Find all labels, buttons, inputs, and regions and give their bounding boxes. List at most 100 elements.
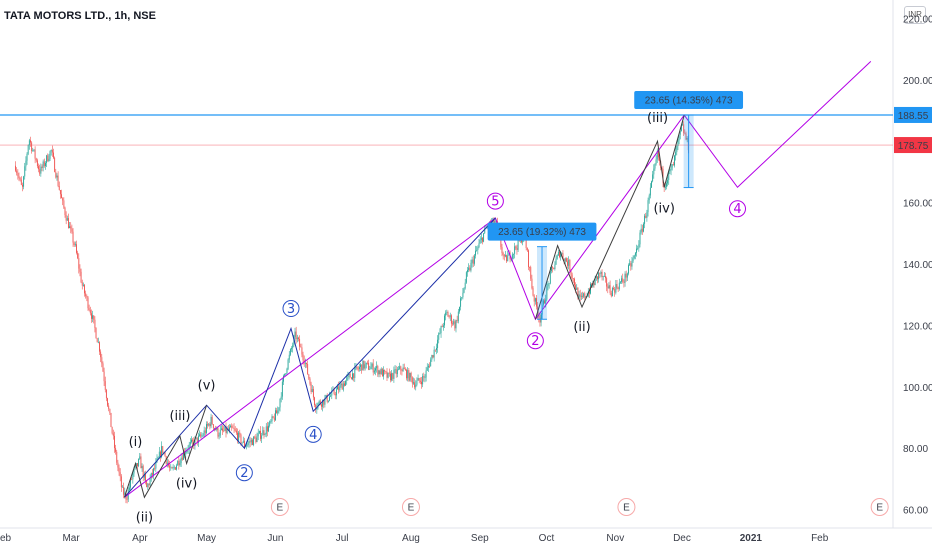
candle-body [295, 331, 297, 340]
candle-body [86, 296, 88, 298]
candle-body [337, 386, 338, 390]
y-tick-label: 200.00 [903, 76, 932, 87]
wave-line-minor-2[interactable] [534, 114, 685, 320]
wave-line-intermediate[interactable] [124, 217, 496, 498]
candle-body [162, 446, 164, 453]
candle-body [308, 374, 310, 379]
candle-body [456, 320, 458, 322]
candle-body [396, 369, 398, 375]
candle-body [645, 215, 647, 218]
candle-body [675, 152, 677, 156]
wave-line-minor-1[interactable] [123, 405, 208, 499]
candle-body [269, 421, 271, 426]
candle-body [185, 451, 187, 455]
candle-body [511, 254, 513, 259]
wave-label: (iii) [647, 111, 668, 126]
candle-body [77, 252, 79, 259]
candle-body [575, 285, 577, 290]
candle-body [180, 457, 182, 464]
candle-body [686, 137, 688, 140]
candle-body [130, 479, 131, 488]
candle-body [145, 474, 146, 481]
y-tick-label: 100.00 [903, 383, 932, 394]
x-tick-label: Nov [606, 533, 624, 544]
candle-body [412, 382, 414, 384]
candle-body [112, 433, 114, 436]
candle-body [567, 261, 568, 266]
candle-body [140, 456, 142, 469]
candle-body [407, 370, 409, 379]
wave-label: (iv) [653, 202, 674, 217]
candle-body [640, 228, 642, 233]
candle-body [417, 378, 419, 381]
candle-body [481, 237, 483, 242]
candle-body [105, 389, 107, 399]
candle-body [365, 362, 367, 365]
candle-body [529, 267, 531, 268]
candle-body [284, 373, 286, 376]
candle-body [363, 360, 365, 369]
wave-line-primary[interactable] [124, 61, 872, 498]
candle-body [309, 378, 311, 384]
candle-body [94, 319, 96, 328]
candle-body [607, 286, 609, 289]
candle-body [616, 284, 618, 288]
candle-body [602, 276, 604, 278]
candle-body [434, 349, 436, 351]
candle-body [262, 430, 264, 436]
price-line-badge [894, 106, 932, 123]
candle-body [603, 276, 605, 277]
candle-body [668, 171, 670, 180]
candle-body [388, 372, 390, 374]
candle-body [553, 267, 555, 270]
earnings-event-marker[interactable] [617, 498, 636, 516]
candle-body [299, 339, 301, 347]
candle-body [195, 437, 197, 439]
candle-body [104, 381, 106, 390]
candle-body [82, 284, 84, 286]
candle-body [204, 430, 206, 433]
earnings-event-marker[interactable] [870, 498, 889, 516]
candle-body [548, 283, 550, 285]
candle-body [559, 252, 560, 258]
candle-body [196, 437, 198, 443]
candle-body [178, 460, 180, 466]
candle-body [99, 342, 100, 352]
candle-body [479, 239, 481, 244]
candle-body [576, 287, 578, 290]
candle-body [379, 370, 381, 375]
candle-body [258, 430, 260, 434]
candle-body [656, 151, 658, 160]
candle-body [373, 370, 375, 373]
candle-body [457, 311, 459, 322]
candle-body [153, 468, 154, 476]
candle-body [414, 382, 416, 388]
candle-body [400, 366, 402, 371]
candle-body [34, 149, 36, 159]
candle-body [578, 294, 580, 299]
candle-body [368, 362, 370, 370]
candle-body [339, 385, 341, 391]
currency-button[interactable]: INR [904, 6, 926, 24]
earnings-event-marker[interactable] [270, 498, 289, 516]
candle-body [427, 365, 429, 368]
candle-body [599, 273, 601, 274]
candle-body [366, 362, 368, 364]
candle-body [59, 189, 61, 195]
candle-body [596, 276, 598, 280]
candle-body [164, 452, 166, 457]
candle-body [27, 145, 29, 154]
earnings-event-marker[interactable] [401, 498, 420, 516]
candle-body [146, 480, 148, 488]
candle-body [340, 383, 342, 386]
y-tick-label: 60.00 [903, 506, 928, 517]
candle-body [552, 267, 554, 268]
candle-body [633, 255, 635, 259]
candle-body [48, 158, 50, 162]
candle-body [628, 265, 629, 274]
candle-body [241, 442, 243, 444]
candle-body [357, 368, 359, 370]
candle-body [610, 293, 612, 297]
candle-body [224, 426, 226, 431]
